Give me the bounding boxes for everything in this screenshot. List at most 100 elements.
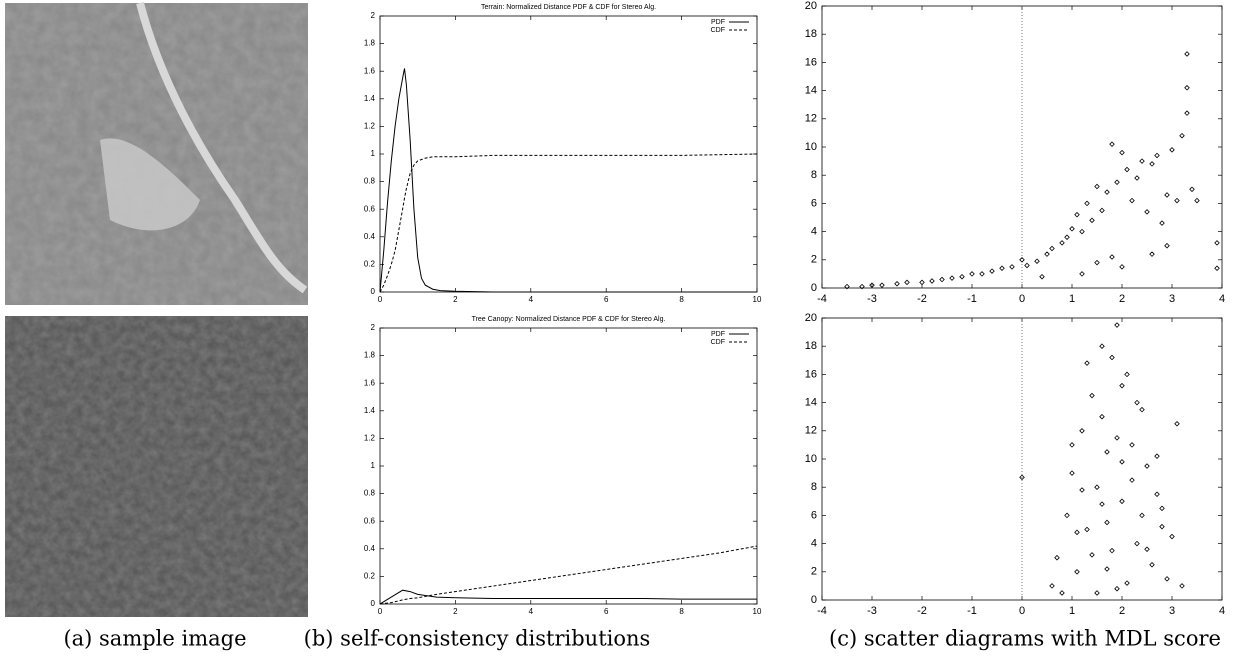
scatter-point bbox=[1089, 217, 1095, 224]
scatter-point bbox=[999, 265, 1005, 272]
caption: (c) scatter diagrams with MDL score bbox=[829, 627, 1221, 651]
scatter-point bbox=[1179, 583, 1185, 589]
scatter-point bbox=[1019, 257, 1025, 263]
scatter-point bbox=[929, 278, 935, 284]
scatter-point bbox=[1164, 242, 1170, 249]
x-tick-label: 6 bbox=[604, 295, 609, 304]
scatter-point bbox=[1094, 590, 1100, 596]
y-tick-label: 18 bbox=[805, 28, 817, 40]
x-tick-label: -1 bbox=[967, 293, 977, 305]
scatter-point bbox=[1049, 583, 1055, 589]
x-tick-label: 0 bbox=[378, 295, 383, 304]
scatter-point bbox=[1169, 147, 1175, 153]
scatter-point bbox=[1099, 207, 1105, 214]
y-tick-label: 1.6 bbox=[364, 378, 376, 387]
scatter-point bbox=[1144, 463, 1150, 469]
scatter-point bbox=[1079, 428, 1085, 434]
y-tick-label: 14 bbox=[805, 397, 817, 409]
scatter-point bbox=[1084, 360, 1090, 366]
legend-label: CDF bbox=[711, 27, 725, 34]
x-tick-label: 4 bbox=[529, 295, 534, 304]
y-tick-label: 0 bbox=[371, 287, 376, 296]
scatter-point bbox=[1149, 561, 1155, 568]
y-tick-label: 2 bbox=[371, 323, 376, 332]
y-tick-label: 1 bbox=[371, 149, 376, 158]
x-tick-label: 4 bbox=[1219, 293, 1225, 305]
scatter-point bbox=[1129, 477, 1135, 483]
scatter-point bbox=[1214, 240, 1220, 246]
y-tick-label: 6 bbox=[811, 509, 817, 521]
y-tick-label: 0.2 bbox=[364, 260, 376, 269]
scatter-point bbox=[1184, 51, 1190, 57]
y-tick-label: 16 bbox=[805, 56, 817, 68]
y-tick-label: 0.8 bbox=[364, 489, 376, 498]
scatter-point bbox=[1104, 519, 1110, 526]
y-tick-label: 1.6 bbox=[364, 66, 376, 75]
y-tick-label: 20 bbox=[805, 312, 817, 324]
x-tick-label: 2 bbox=[453, 295, 458, 304]
scatter-point bbox=[1079, 487, 1085, 493]
scatter-point bbox=[844, 283, 850, 290]
caption: (a) sample image bbox=[63, 627, 246, 651]
legend-label: PDF bbox=[711, 19, 725, 26]
scatter-point bbox=[1049, 245, 1055, 252]
y-tick-label: 18 bbox=[805, 340, 817, 352]
scatter-point bbox=[1109, 141, 1115, 147]
scatter-point bbox=[1184, 85, 1190, 91]
scatter-point bbox=[1149, 161, 1155, 167]
scatter-point bbox=[1039, 273, 1045, 280]
scatter-point bbox=[1044, 251, 1050, 257]
x-tick-label: 0 bbox=[1019, 605, 1025, 617]
scatter-point bbox=[1079, 228, 1085, 235]
scatter-point bbox=[1059, 240, 1065, 246]
y-tick-label: 1 bbox=[371, 461, 376, 470]
scatter-point bbox=[1104, 566, 1110, 572]
scatter-point bbox=[1164, 192, 1170, 198]
chart: Tree Canopy: Normalized Distance PDF & C… bbox=[364, 316, 762, 616]
x-tick-label: 10 bbox=[753, 607, 762, 616]
plot-frame bbox=[379, 327, 758, 605]
scatter-point bbox=[1034, 258, 1040, 264]
y-tick-label: 16 bbox=[805, 368, 817, 380]
scatter-point bbox=[1069, 226, 1075, 232]
y-tick-label: 6 bbox=[811, 197, 817, 209]
scatter-point bbox=[1069, 470, 1075, 476]
scatter-point bbox=[1149, 251, 1155, 257]
scatter-point bbox=[1144, 546, 1150, 553]
scatter-point bbox=[1089, 392, 1095, 399]
scatter-point bbox=[949, 275, 955, 281]
y-tick-label: 4 bbox=[811, 538, 817, 550]
y-tick-label: 0 bbox=[371, 599, 376, 608]
scatter-point bbox=[1084, 200, 1090, 207]
y-tick-label: 1.4 bbox=[364, 406, 376, 415]
y-tick-label: 1.4 bbox=[364, 94, 376, 103]
x-tick-label: 2 bbox=[1119, 605, 1125, 617]
scatter-point bbox=[1089, 552, 1095, 558]
scatter-point bbox=[959, 273, 965, 280]
scatter-point bbox=[1069, 442, 1075, 448]
x-tick-label: 6 bbox=[604, 607, 609, 616]
x-tick-label: -1 bbox=[967, 605, 977, 617]
y-tick-label: 14 bbox=[805, 85, 817, 97]
x-tick-label: 0 bbox=[378, 607, 383, 616]
y-tick-label: 0.6 bbox=[364, 204, 376, 213]
series-line bbox=[379, 153, 758, 293]
scatter-point bbox=[1184, 110, 1190, 116]
scatter-point bbox=[1064, 512, 1070, 519]
y-tick-label: 0.2 bbox=[364, 572, 376, 581]
scatter-point bbox=[1104, 449, 1110, 455]
scatter-point bbox=[1074, 529, 1080, 536]
scatter-point bbox=[919, 279, 925, 286]
plot-frame bbox=[379, 15, 758, 293]
x-tick-label: -2 bbox=[917, 605, 927, 617]
scatter-point bbox=[1194, 197, 1200, 204]
scatter-point bbox=[1109, 354, 1115, 361]
x-tick-label: 10 bbox=[753, 295, 762, 304]
scatter-point bbox=[1099, 413, 1105, 420]
scatter-point bbox=[1099, 501, 1105, 507]
y-tick-label: 8 bbox=[811, 169, 817, 181]
scatter-point bbox=[1139, 512, 1145, 519]
scatter-point bbox=[1134, 540, 1140, 547]
scatter-point bbox=[1019, 474, 1025, 481]
